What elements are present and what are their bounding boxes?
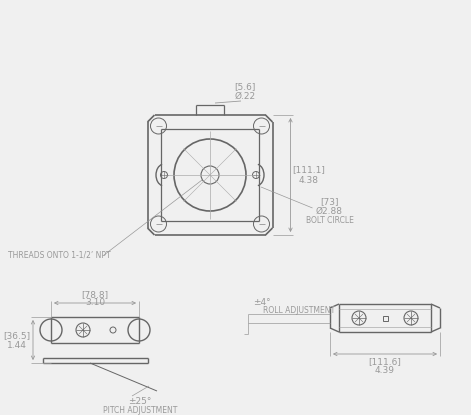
Bar: [382, 315, 388, 320]
Text: PITCH ADJUSTMENT: PITCH ADJUSTMENT: [103, 405, 177, 415]
Text: [111.1]: [111.1]: [292, 166, 325, 174]
Text: [73]: [73]: [320, 198, 339, 207]
Text: [111.6]: [111.6]: [369, 357, 401, 366]
Text: 1.44: 1.44: [7, 340, 27, 349]
Text: [78.8]: [78.8]: [81, 290, 108, 300]
Text: ROLL ADJUSTMENT: ROLL ADJUSTMENT: [263, 305, 335, 315]
Text: Ø2.88: Ø2.88: [316, 207, 343, 215]
Text: 3.10: 3.10: [85, 298, 105, 307]
Text: ±4°: ±4°: [253, 298, 271, 307]
Text: 4.39: 4.39: [375, 366, 395, 374]
Text: Ø.22: Ø.22: [235, 91, 256, 100]
Text: 4.38: 4.38: [299, 176, 318, 185]
Text: BOLT CIRCLE: BOLT CIRCLE: [306, 215, 353, 225]
Text: [5.6]: [5.6]: [234, 83, 256, 91]
Text: [36.5]: [36.5]: [3, 332, 31, 340]
Text: THREADS ONTO 1-1/2’ NPT: THREADS ONTO 1-1/2’ NPT: [8, 251, 111, 259]
Text: ±25°: ±25°: [128, 396, 152, 405]
